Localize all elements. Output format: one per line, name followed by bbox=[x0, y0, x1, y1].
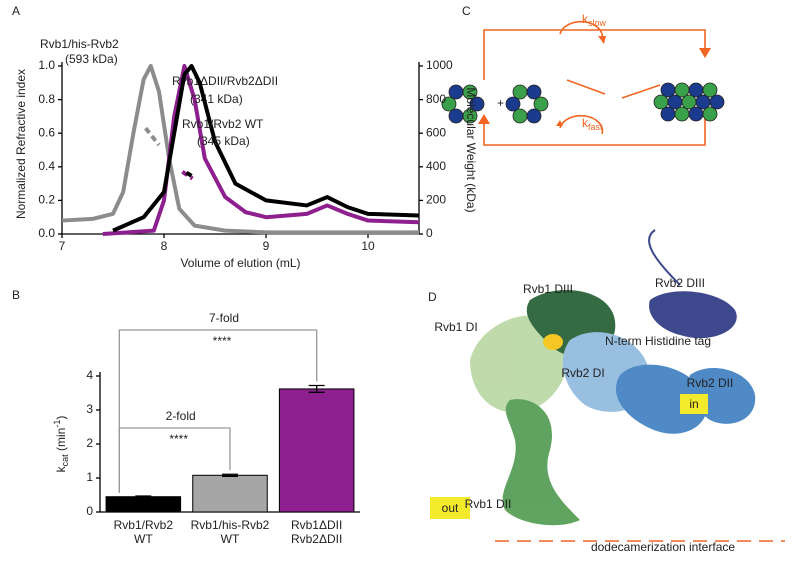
k-slow: kslow bbox=[582, 12, 607, 28]
x-tick-label: WT bbox=[134, 532, 153, 546]
y-title-part: cat bbox=[60, 454, 70, 467]
series-mw: (341 kDa) bbox=[190, 92, 243, 106]
y-title-part: (min bbox=[54, 428, 68, 455]
bracket bbox=[118, 427, 231, 493]
ri-line bbox=[112, 64, 420, 233]
x-tick-label: 7 bbox=[59, 239, 66, 253]
k: k bbox=[582, 116, 589, 130]
bar bbox=[192, 474, 268, 513]
y2-tick-label: 1000 bbox=[426, 58, 453, 72]
y-tick-label: 1.0 bbox=[38, 58, 55, 72]
structure-label: Rvb2 DII bbox=[687, 376, 734, 390]
panel-letter: C bbox=[462, 4, 471, 18]
sub: fast bbox=[588, 122, 603, 132]
error-bar bbox=[135, 495, 152, 499]
structure-label: Rvb1 DII bbox=[465, 497, 512, 511]
plus: + bbox=[497, 96, 504, 110]
significance: **** bbox=[169, 432, 188, 446]
y2-tick-label: 400 bbox=[426, 159, 446, 173]
y-title-part: -1 bbox=[52, 420, 62, 428]
x-axis-title: Volume of elution (mL) bbox=[180, 256, 300, 270]
label-box bbox=[680, 394, 708, 414]
y2-tick-label: 800 bbox=[426, 92, 446, 106]
y-tick-label: 2 bbox=[86, 436, 93, 450]
significance: **** bbox=[213, 334, 232, 348]
y-tick-label: 0.4 bbox=[38, 159, 55, 173]
y-axis-title: kcat (min-1) bbox=[52, 416, 70, 473]
fold-label: 7-fold bbox=[209, 311, 239, 325]
y-tick-label: 0.8 bbox=[38, 92, 55, 106]
y-tick-label: 0.2 bbox=[38, 193, 55, 207]
y-title-part: k bbox=[54, 465, 68, 472]
y2-tick-label: 600 bbox=[426, 125, 446, 139]
y-axis-title: Normalized Refractive index bbox=[14, 69, 28, 219]
mw-line bbox=[181, 170, 194, 181]
axes bbox=[61, 62, 420, 235]
out-label: out bbox=[442, 501, 459, 515]
structure-label: N-term Histidine tag bbox=[605, 334, 711, 348]
panel-letter: A bbox=[12, 4, 20, 18]
x-tick-label: 9 bbox=[263, 239, 270, 253]
fold-label: 2-fold bbox=[166, 409, 196, 423]
y-tick-label: 4 bbox=[86, 368, 93, 382]
structure-label: Rvb2 DI bbox=[561, 366, 604, 380]
panel-letter: D bbox=[428, 290, 437, 304]
k-fast: kfast bbox=[582, 116, 603, 132]
ri-line bbox=[61, 64, 419, 235]
series-mw: (593 kDa) bbox=[65, 52, 118, 66]
protein-structure bbox=[470, 229, 756, 526]
k: k bbox=[582, 12, 589, 26]
structure-label: dodecamerization interface bbox=[591, 540, 735, 554]
panel-letter: B bbox=[12, 288, 20, 302]
x-tick-label: Rvb1/Rvb2 bbox=[114, 518, 174, 532]
structure-label: Rvb1 DI bbox=[434, 320, 477, 334]
x-tick-label: 10 bbox=[361, 239, 375, 253]
x-tick-label: Rvb2ΔDII bbox=[291, 532, 342, 546]
mw-line bbox=[144, 126, 161, 147]
y2-tick-label: 200 bbox=[426, 193, 446, 207]
cycle-diagram bbox=[441, 20, 725, 146]
bar bbox=[278, 388, 355, 513]
y-tick-label: 0 bbox=[86, 504, 93, 518]
error-bar bbox=[308, 384, 325, 393]
label-box bbox=[430, 497, 470, 519]
series-label: Rvb1/Rvb2 WT bbox=[182, 117, 264, 131]
y-tick-label: 0.6 bbox=[38, 125, 55, 139]
series-label: Rvb1/his-Rvb2 bbox=[40, 37, 119, 51]
bar bbox=[105, 496, 182, 513]
mw-line bbox=[185, 170, 196, 180]
y-tick-label: 3 bbox=[86, 402, 93, 416]
x-tick-label: 8 bbox=[161, 239, 168, 253]
structure-label: Rvb2 DIII bbox=[655, 276, 705, 290]
bracket bbox=[118, 329, 318, 493]
y2-axis-title: Molecular Weight (kDa) bbox=[464, 87, 478, 212]
x-tick-label: WT bbox=[221, 532, 240, 546]
structure-label: Rvb1 DIII bbox=[523, 282, 573, 296]
y-title-part: ) bbox=[54, 416, 68, 420]
in-label: in bbox=[689, 397, 698, 411]
y-tick-label: 0.0 bbox=[38, 226, 55, 240]
series-mw: (345 kDa) bbox=[197, 134, 250, 148]
sub: slow bbox=[588, 18, 607, 28]
y2-tick-label: 0 bbox=[426, 226, 433, 240]
series-label: Rvb1ΔDII/Rvb2ΔDII bbox=[172, 74, 278, 88]
x-tick-label: Rvb1/his-Rvb2 bbox=[191, 518, 270, 532]
y-tick-label: 1 bbox=[86, 470, 93, 484]
x-tick-label: Rvb1ΔDII bbox=[291, 518, 342, 532]
error-bar bbox=[222, 473, 238, 477]
